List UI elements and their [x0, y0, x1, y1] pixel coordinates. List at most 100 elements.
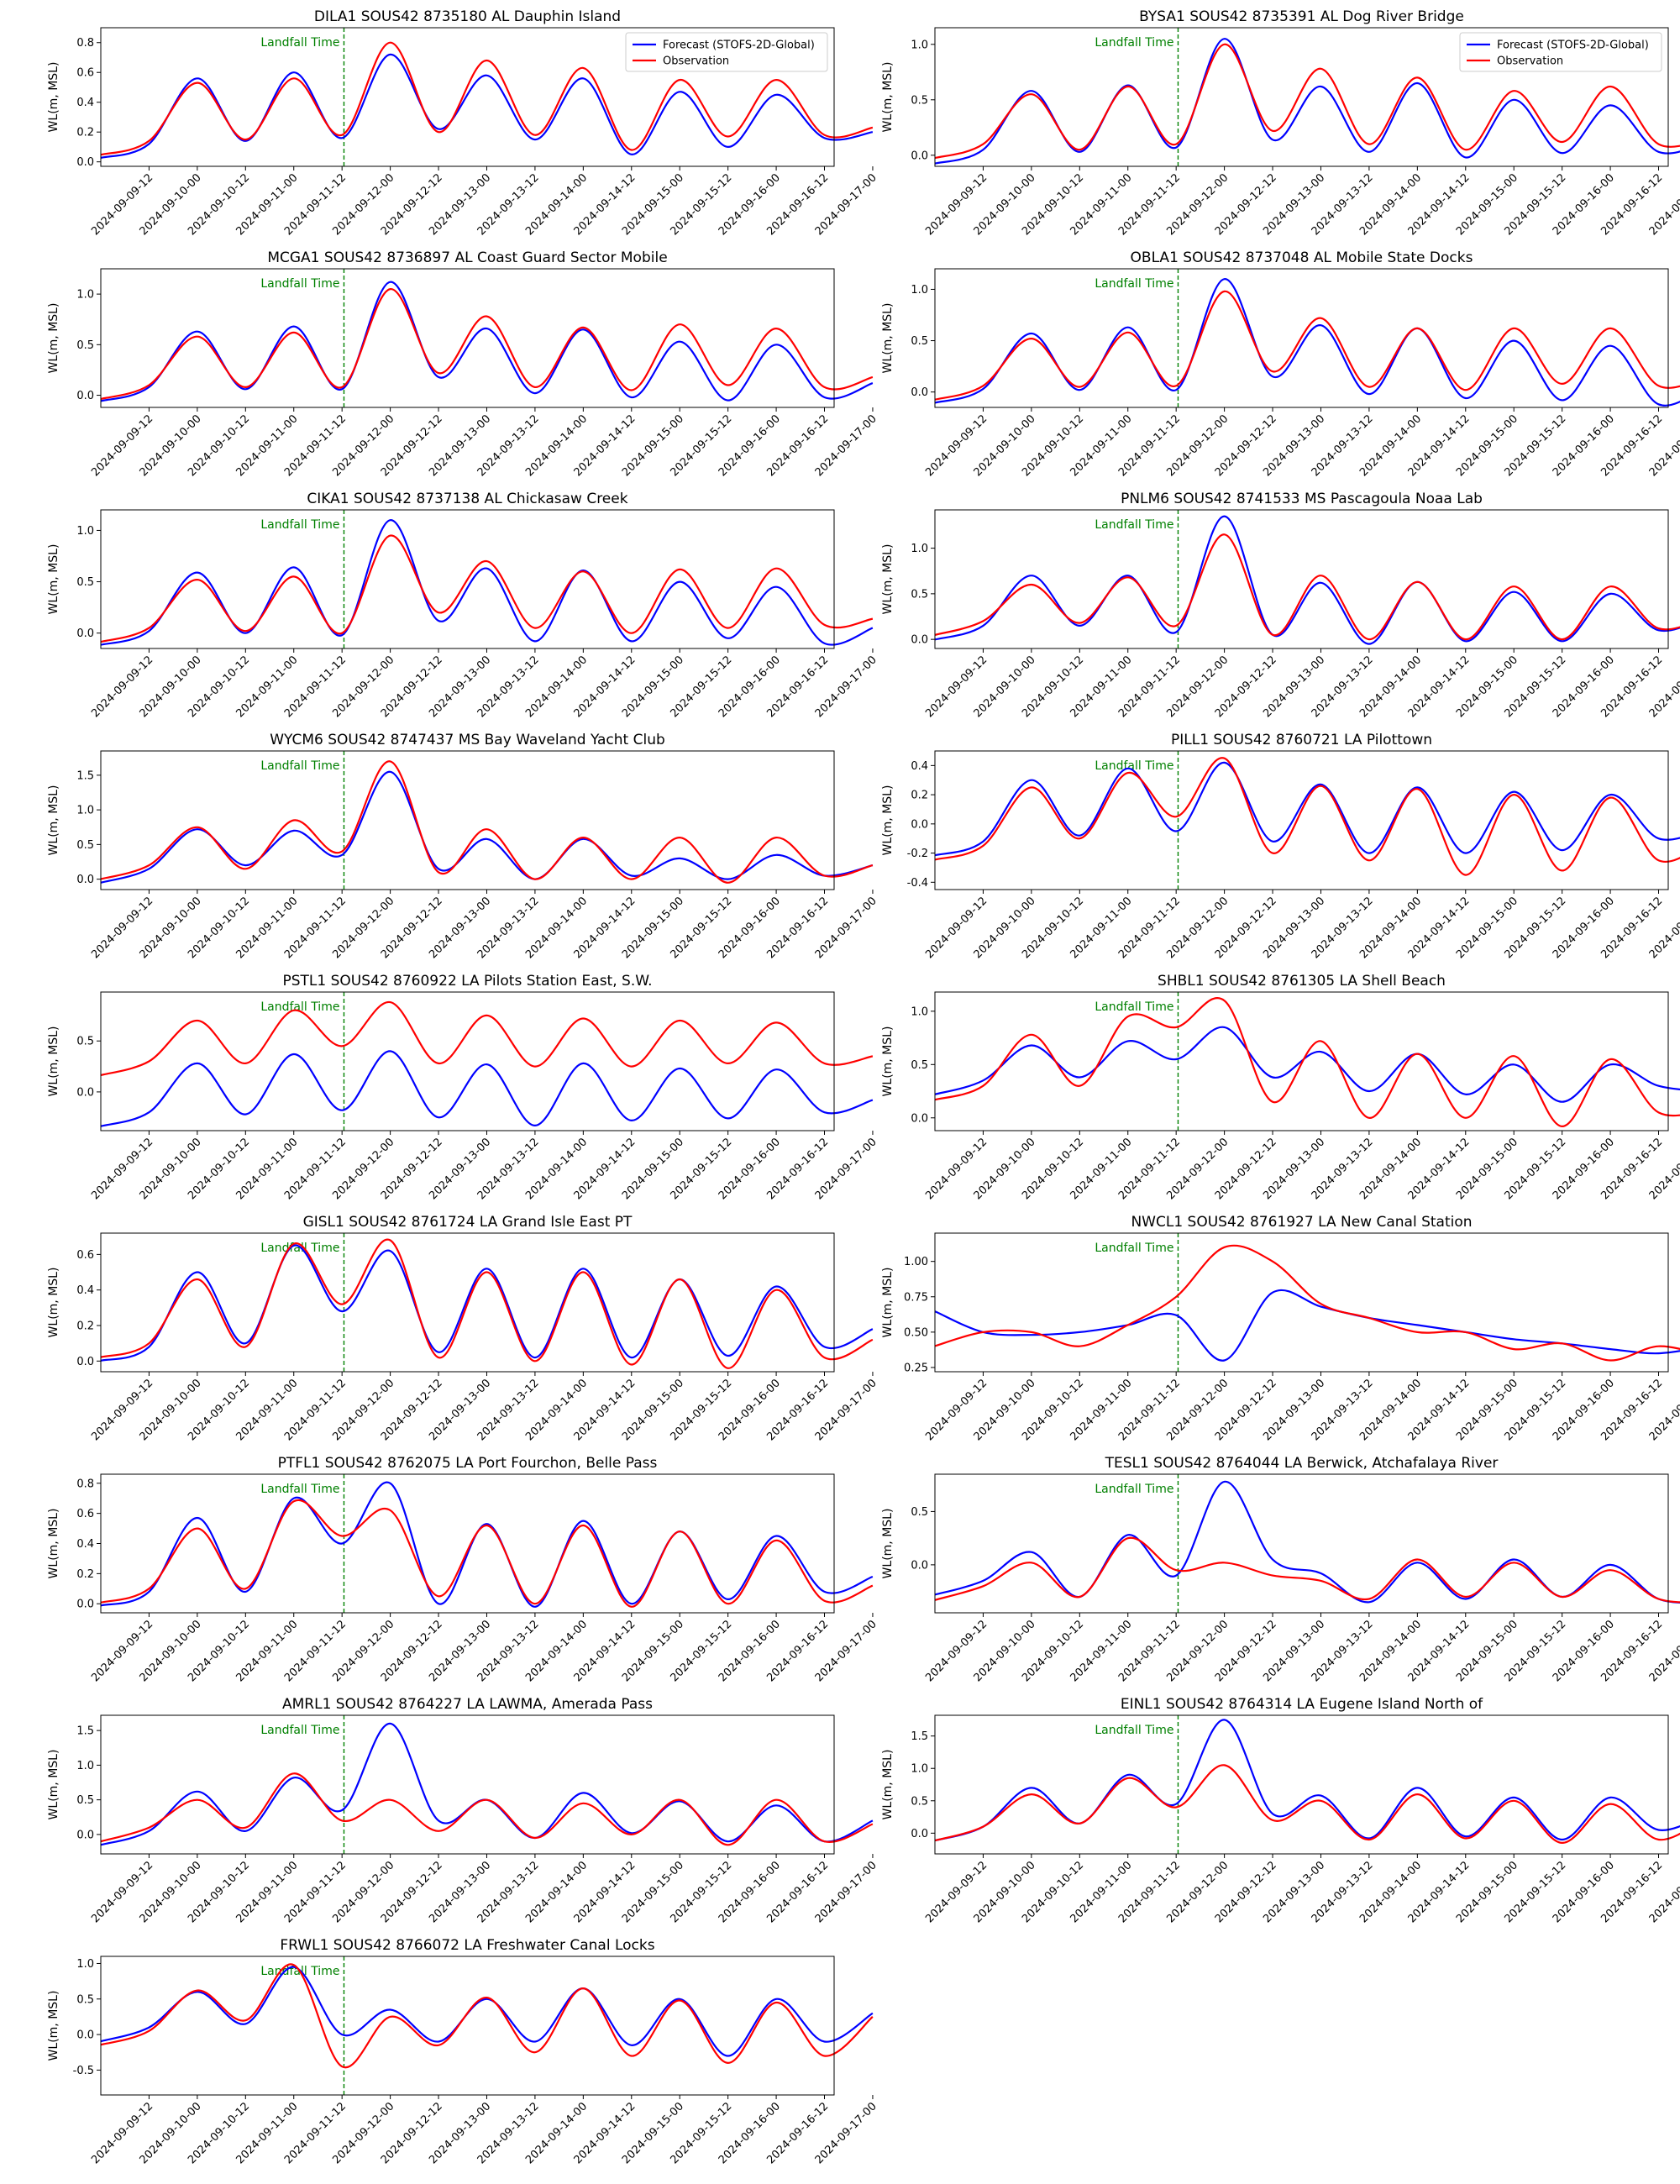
panel-tesl1: TESL1 SOUS42 8764044 LA Berwick, Atchafa… [881, 1455, 1680, 1684]
y-tick-label: 0.0 [76, 1829, 94, 1841]
axes-frame [100, 1956, 835, 2096]
panel-title: DILA1 SOUS42 8735180 AL Dauphin Island [314, 8, 621, 25]
y-tick-label: 0.0 [76, 1356, 94, 1368]
y-tick-label: 1.0 [76, 805, 94, 817]
y-tick-label: 0.50 [904, 1326, 928, 1339]
y-tick-label: 0.5 [911, 1059, 928, 1072]
axes-frame [100, 1473, 835, 1614]
panel-title: NWCL1 SOUS42 8761927 LA New Canal Statio… [1131, 1214, 1472, 1231]
panel-gisl1: GISL1 SOUS42 8761724 LA Grand Isle East … [47, 1214, 879, 1443]
landfall-label: Landfall Time [1095, 1000, 1173, 1014]
y-tick-label: 1.0 [76, 1760, 94, 1772]
panel-title: BYSA1 SOUS42 8735391 AL Dog River Bridge [1139, 8, 1464, 25]
y-axis-label: WL(m, MSL) [881, 544, 895, 615]
panel-einl1: EINL1 SOUS42 8764314 LA Eugene Island No… [881, 1696, 1680, 1925]
y-tick-label: 0.5 [911, 94, 928, 107]
legend-observation-label: Observation [663, 55, 729, 68]
y-tick-label: 0.4 [911, 760, 928, 773]
y-axis-label: WL(m, MSL) [47, 1991, 60, 2061]
y-tick-label: 1.0 [76, 525, 94, 538]
forecast-line [100, 1050, 874, 1127]
panel-obla1: OBLA1 SOUS42 8737048 AL Mobile State Doc… [881, 249, 1680, 479]
observation-line [934, 757, 1680, 876]
forecast-line [100, 281, 874, 402]
forecast-line [100, 519, 874, 646]
legend-box [1459, 32, 1662, 72]
panel-ptfl1: PTFL1 SOUS42 8762075 LA Port Fourchon, B… [47, 1455, 879, 1684]
legend-forecast-label: Forecast (STOFS-2D-Global) [663, 39, 815, 52]
y-tick-label: 0.0 [911, 818, 928, 831]
landfall-label: Landfall Time [1095, 277, 1173, 291]
panel-title: PTFL1 SOUS42 8762075 LA Port Fourchon, B… [278, 1455, 658, 1472]
observation-line [934, 43, 1680, 160]
y-axis-label: WL(m, MSL) [47, 1750, 60, 1820]
axes-frame [934, 268, 1669, 408]
y-axis-label: WL(m, MSL) [47, 62, 60, 133]
observation-line [934, 533, 1680, 641]
y-tick-label: 0.0 [76, 1599, 94, 1611]
landfall-label: Landfall Time [260, 1483, 339, 1496]
y-tick-label: 1.0 [76, 289, 94, 302]
y-tick-label: 1.5 [76, 769, 94, 782]
y-tick-label: 0.0 [911, 1828, 928, 1840]
landfall-label: Landfall Time [1095, 759, 1173, 773]
y-tick-label: 0.5 [911, 588, 928, 601]
forecast-line [100, 1244, 874, 1362]
y-tick-label: 0.0 [76, 2029, 94, 2042]
landfall-label: Landfall Time [1095, 1483, 1173, 1496]
observation-line [100, 1499, 874, 1608]
observation-line [100, 1000, 874, 1077]
panel-title: TESL1 SOUS42 8764044 LA Berwick, Atchafa… [1105, 1455, 1499, 1472]
y-tick-label: 0.5 [76, 339, 94, 352]
landfall-label: Landfall Time [260, 518, 339, 532]
panel-title: CIKA1 SOUS42 8737138 AL Chickasaw Creek [307, 491, 627, 507]
y-tick-label: 0.5 [911, 1795, 928, 1808]
panel-pill1: PILL1 SOUS42 8760721 LA Pilottown Landfal… [881, 732, 1680, 961]
panel-nwcl1: NWCL1 SOUS42 8761927 LA New Canal Statio… [881, 1214, 1680, 1443]
y-axis-label: WL(m, MSL) [881, 1750, 895, 1820]
y-axis-label: WL(m, MSL) [881, 303, 895, 374]
y-tick-label: 0.0 [76, 156, 94, 169]
y-axis-label: WL(m, MSL) [47, 544, 60, 615]
axes-frame [934, 1473, 1669, 1614]
forecast-line [934, 1719, 1680, 1842]
panel-pnlm6: PNLM6 SOUS42 8741533 MS Pascagoula Noaa … [881, 491, 1680, 720]
observation-line [934, 997, 1680, 1128]
observation-line [100, 534, 874, 643]
y-axis-label: WL(m, MSL) [47, 1268, 60, 1338]
y-axis-label: WL(m, MSL) [47, 303, 60, 374]
panel-title: SHBL1 SOUS42 8761305 LA Shell Beach [1158, 973, 1446, 990]
forecast-line [934, 1480, 1680, 1604]
legend: Forecast (STOFS-2D-Global) Observation [625, 32, 828, 72]
y-tick-label: 0.2 [76, 127, 94, 139]
y-tick-label: 1.5 [76, 1725, 94, 1738]
y-axis-label: WL(m, MSL) [881, 62, 895, 133]
y-tick-label: 0.6 [76, 67, 94, 80]
axes-frame [934, 1714, 1669, 1855]
panel-title: GISL1 SOUS42 8761724 LA Grand Isle East … [303, 1214, 633, 1231]
axes-frame [934, 991, 1669, 1131]
landfall-label: Landfall Time [1095, 1242, 1173, 1255]
axes-frame [934, 750, 1669, 890]
y-tick-label: 0.5 [76, 839, 94, 852]
observation-line [100, 760, 874, 884]
legend-observation-label: Observation [1497, 55, 1563, 68]
y-tick-label: 0.5 [76, 576, 94, 589]
panel-title: OBLA1 SOUS42 8737048 AL Mobile State Doc… [1131, 249, 1473, 266]
panel-frwl1: FRWL1 SOUS42 8766072 LA Freshwater Canal… [47, 1937, 879, 2166]
observation-line [934, 290, 1680, 401]
axes-frame [934, 1232, 1669, 1373]
y-tick-label: 0.2 [76, 1320, 94, 1333]
landfall-label: Landfall Time [260, 1724, 339, 1737]
observation-line [100, 41, 874, 156]
panel-amrl1: AMRL1 SOUS42 8764227 LA LAWMA, Amerada P… [47, 1696, 879, 1925]
legend-forecast-label: Forecast (STOFS-2D-Global) [1497, 39, 1649, 52]
landfall-label: Landfall Time [260, 36, 339, 50]
landfall-label: Landfall Time [1095, 36, 1173, 50]
forecast-line [100, 1722, 874, 1846]
panel-shbl1: SHBL1 SOUS42 8761305 LA Shell Beach Landf… [881, 973, 1680, 1202]
y-axis-label: WL(m, MSL) [47, 1509, 60, 1579]
y-tick-label: 0.0 [911, 634, 928, 647]
y-tick-label: 0.0 [911, 386, 928, 399]
y-tick-label: 0.25 [904, 1362, 928, 1374]
